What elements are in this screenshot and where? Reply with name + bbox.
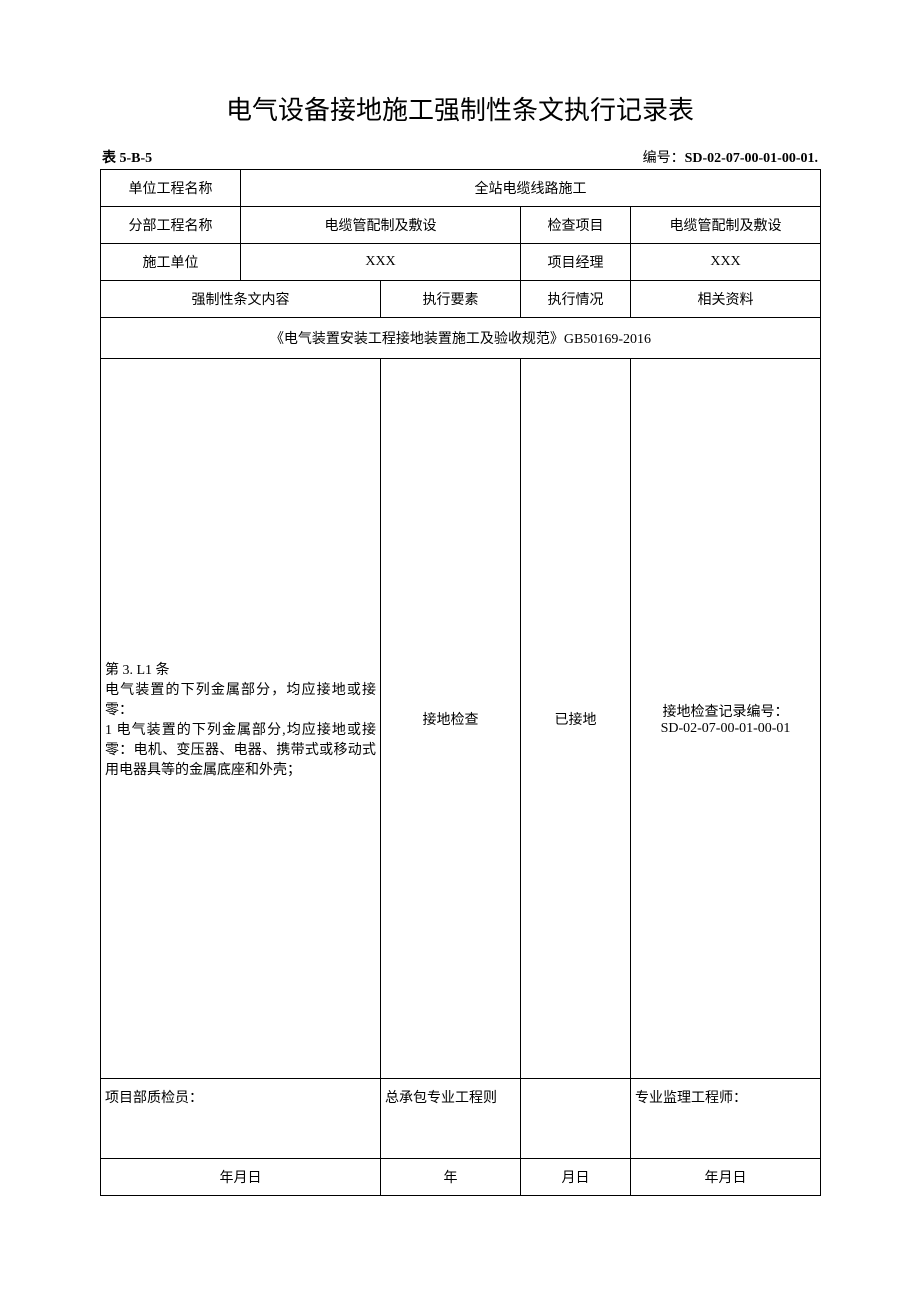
row-content: 第 3. L1 条 电气装置的下列金属部分，均应接地或接零： 1 电气装置的下列…	[101, 359, 381, 1079]
doc-number: 编号：SD-02-07-00-01-00-01.	[643, 147, 818, 167]
unit-project-label: 单位工程名称	[101, 170, 241, 207]
doc-number-value: SD-02-07-00-01-00-01.	[685, 151, 818, 166]
check-item-value: 电缆管配制及敷设	[631, 207, 821, 244]
date3: 月日	[521, 1159, 631, 1196]
col-mandatory-content: 强制性条文内容	[101, 281, 381, 318]
table-row: 《电气装置安装工程接地装置施工及验收规范》GB50169-2016	[101, 318, 821, 359]
doc-number-label: 编号：	[643, 151, 685, 166]
construction-unit-label: 施工单位	[101, 244, 241, 281]
contractor-label: 总承包专业工程则	[381, 1079, 521, 1159]
sub-project-value: 电缆管配制及敷设	[241, 207, 521, 244]
date1: 年月日	[101, 1159, 381, 1196]
row-status: 已接地	[521, 359, 631, 1079]
pm-value: XXX	[631, 244, 821, 281]
table-row: 项目部质检员： 总承包专业工程则 专业监理工程师：	[101, 1079, 821, 1159]
table-row: 第 3. L1 条 电气装置的下列金属部分，均应接地或接零： 1 电气装置的下列…	[101, 359, 821, 1079]
col-execution-element: 执行要素	[381, 281, 521, 318]
date2: 年	[381, 1159, 521, 1196]
spec-title: 《电气装置安装工程接地装置施工及验收规范》GB50169-2016	[101, 318, 821, 359]
unit-project-value: 全站电缆线路施工	[241, 170, 821, 207]
header-row: 表 5-B-5 编号：SD-02-07-00-01-00-01.	[100, 147, 820, 167]
table-row: 单位工程名称 全站电缆线路施工	[101, 170, 821, 207]
blank-cell	[521, 1079, 631, 1159]
construction-unit-value: XXX	[241, 244, 521, 281]
table-row: 强制性条文内容 执行要素 执行情况 相关资料	[101, 281, 821, 318]
pm-label: 项目经理	[521, 244, 631, 281]
col-execution-status: 执行情况	[521, 281, 631, 318]
table-row: 年月日 年 月日 年月日	[101, 1159, 821, 1196]
row-docs: 接地检查记录编号： SD-02-07-00-01-00-01	[631, 359, 821, 1079]
col-related-docs: 相关资料	[631, 281, 821, 318]
sub-project-label: 分部工程名称	[101, 207, 241, 244]
row-element: 接地检查	[381, 359, 521, 1079]
qc-label: 项目部质检员：	[101, 1079, 381, 1159]
page-title: 电气设备接地施工强制性条文执行记录表	[100, 90, 820, 127]
check-item-label: 检查项目	[521, 207, 631, 244]
table-row: 分部工程名称 电缆管配制及敷设 检查项目 电缆管配制及敷设	[101, 207, 821, 244]
supervisor-label: 专业监理工程师：	[631, 1079, 821, 1159]
date4: 年月日	[631, 1159, 821, 1196]
record-table: 单位工程名称 全站电缆线路施工 分部工程名称 电缆管配制及敷设 检查项目 电缆管…	[100, 169, 821, 1196]
table-label: 表 5-B-5	[102, 147, 152, 167]
table-row: 施工单位 XXX 项目经理 XXX	[101, 244, 821, 281]
